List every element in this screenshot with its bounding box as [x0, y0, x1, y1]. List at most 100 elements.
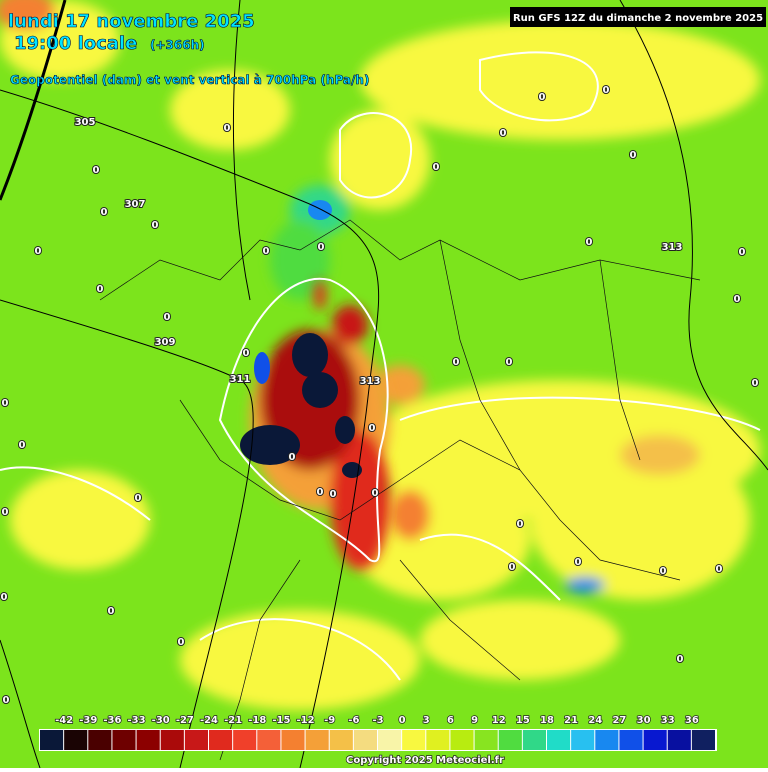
date: lundi 17 novembre 2025	[8, 11, 255, 32]
colorbar-box	[474, 730, 498, 750]
contour-label: 0	[224, 123, 231, 134]
contour-label: 0	[318, 242, 325, 253]
colorbar-tick-label: -30	[152, 715, 170, 726]
lead-time: (+366h)	[150, 38, 205, 52]
contour-label: 0	[178, 637, 185, 648]
colorbar-tick-label: -33	[128, 715, 146, 726]
colorbar-tick-label: -12	[297, 715, 315, 726]
colorbar-tick-label: -42	[55, 715, 73, 726]
contour-label: 0	[3, 695, 10, 706]
run-info: Run GFS 12Z du dimanche 2 novembre 2025	[513, 13, 763, 24]
colorbar-box	[88, 730, 112, 750]
colorbar-tick-label: 6	[447, 715, 454, 726]
colorbar-tick-label: -18	[248, 715, 266, 726]
colorbar-tick-label: 27	[612, 715, 626, 726]
colorbar-box	[522, 730, 546, 750]
colorbar-tick-label: 0	[399, 715, 406, 726]
colorbar-tick-label: 3	[423, 715, 430, 726]
contour-label: 0	[734, 294, 741, 305]
colorbar-box	[426, 730, 450, 750]
colorbar-tick-label: -15	[272, 715, 290, 726]
colorbar-box	[378, 730, 402, 750]
colorbar-box	[619, 730, 643, 750]
colorbar-box	[667, 730, 691, 750]
contour-label: 0	[500, 128, 507, 139]
contour-label: 305	[75, 117, 96, 128]
copyright: Copyright 2025 Meteociel.fr	[346, 755, 504, 766]
colorbar-tick-label: -36	[103, 715, 121, 726]
contour-label: 0	[660, 566, 667, 577]
contour-label: 0	[603, 85, 610, 96]
colorbar-box	[450, 730, 474, 750]
contour-label: 0	[2, 398, 9, 409]
colorbar-tick-label: 9	[471, 715, 478, 726]
colorbar-tick-label: -24	[200, 715, 218, 726]
colorbar-tick-label: 15	[516, 715, 530, 726]
colorbar-tick-label: 21	[564, 715, 578, 726]
contour-label: 0	[539, 92, 546, 103]
colorbar-tick-label: 30	[637, 715, 651, 726]
contour-labels: 305 307 309 311 313 313 0 0 0 0 0 0 0 0 0 0 0 0 0 0 0 0 0 0 0 0 0 0…	[0, 84, 760, 707]
contour-label: 0	[517, 519, 524, 530]
contour-label: 313	[662, 242, 683, 253]
contour-label: 0	[453, 357, 460, 368]
colorbar-box	[402, 730, 426, 750]
subtitle: Geopotentiel (dam) et vent vertical à 70…	[10, 73, 369, 87]
colorbar-box	[160, 730, 184, 750]
colorbar-box	[571, 730, 595, 750]
colorbar-tick-label: -39	[79, 715, 97, 726]
colorbar-tick-label: -3	[372, 715, 383, 726]
colorbar-box	[329, 730, 353, 750]
contour-label: 0	[135, 493, 142, 504]
run-box	[510, 7, 766, 27]
contour-label: 309	[155, 337, 176, 348]
contour-label: 0	[289, 452, 296, 463]
colorbar-tick-label: 18	[540, 715, 554, 726]
contour-label: 0	[19, 440, 26, 451]
contour-label: 0	[2, 507, 9, 518]
front-line	[0, 0, 67, 201]
borders	[99, 219, 701, 761]
colorbar-box	[281, 730, 305, 750]
contour-label: 307	[125, 199, 146, 210]
colorbar-box	[184, 730, 208, 750]
contour-label: 0	[330, 489, 337, 500]
colorbar-box	[257, 730, 281, 750]
contour-label: 0	[243, 348, 250, 359]
colorbar-tick-label: -9	[324, 715, 335, 726]
contour-label: 0	[372, 488, 379, 499]
contour-label: 311	[230, 374, 251, 385]
colorbar-tick-label: 36	[685, 715, 699, 726]
colorbar-box	[643, 730, 667, 750]
contour-label: 0	[630, 150, 637, 161]
contour-label: 0	[509, 562, 516, 573]
colorbar-box	[595, 730, 619, 750]
contour-label: 0	[739, 247, 746, 258]
colorbar-box	[691, 730, 715, 750]
colorbar-box	[209, 730, 233, 750]
contour-label: 0	[164, 312, 171, 323]
colorbar-box	[547, 730, 571, 750]
colorbar-tick-label: -6	[348, 715, 359, 726]
colorbar-box	[40, 730, 64, 750]
contour-label: 0	[506, 357, 513, 368]
colorbar-box	[136, 730, 160, 750]
contour-label: 0	[35, 246, 42, 257]
contour-label: 0	[716, 564, 723, 575]
colorbar-tick-label: 24	[588, 715, 602, 726]
contour-label: 0	[152, 220, 159, 231]
colorbar-tick-label: -27	[176, 715, 194, 726]
contour-label: 0	[369, 423, 376, 434]
colorbar-box	[498, 730, 522, 750]
contour-label: 0	[586, 237, 593, 248]
colorbar-box	[112, 730, 136, 750]
contour-label: 0	[677, 654, 684, 665]
time: 19:00 locale	[14, 33, 137, 54]
contour-label: 313	[360, 376, 381, 387]
contour-label: 0	[1, 592, 8, 603]
colorbar-tick-label: -21	[224, 715, 242, 726]
colorbar-tick-label: 12	[492, 715, 506, 726]
colorbar-box	[353, 730, 377, 750]
